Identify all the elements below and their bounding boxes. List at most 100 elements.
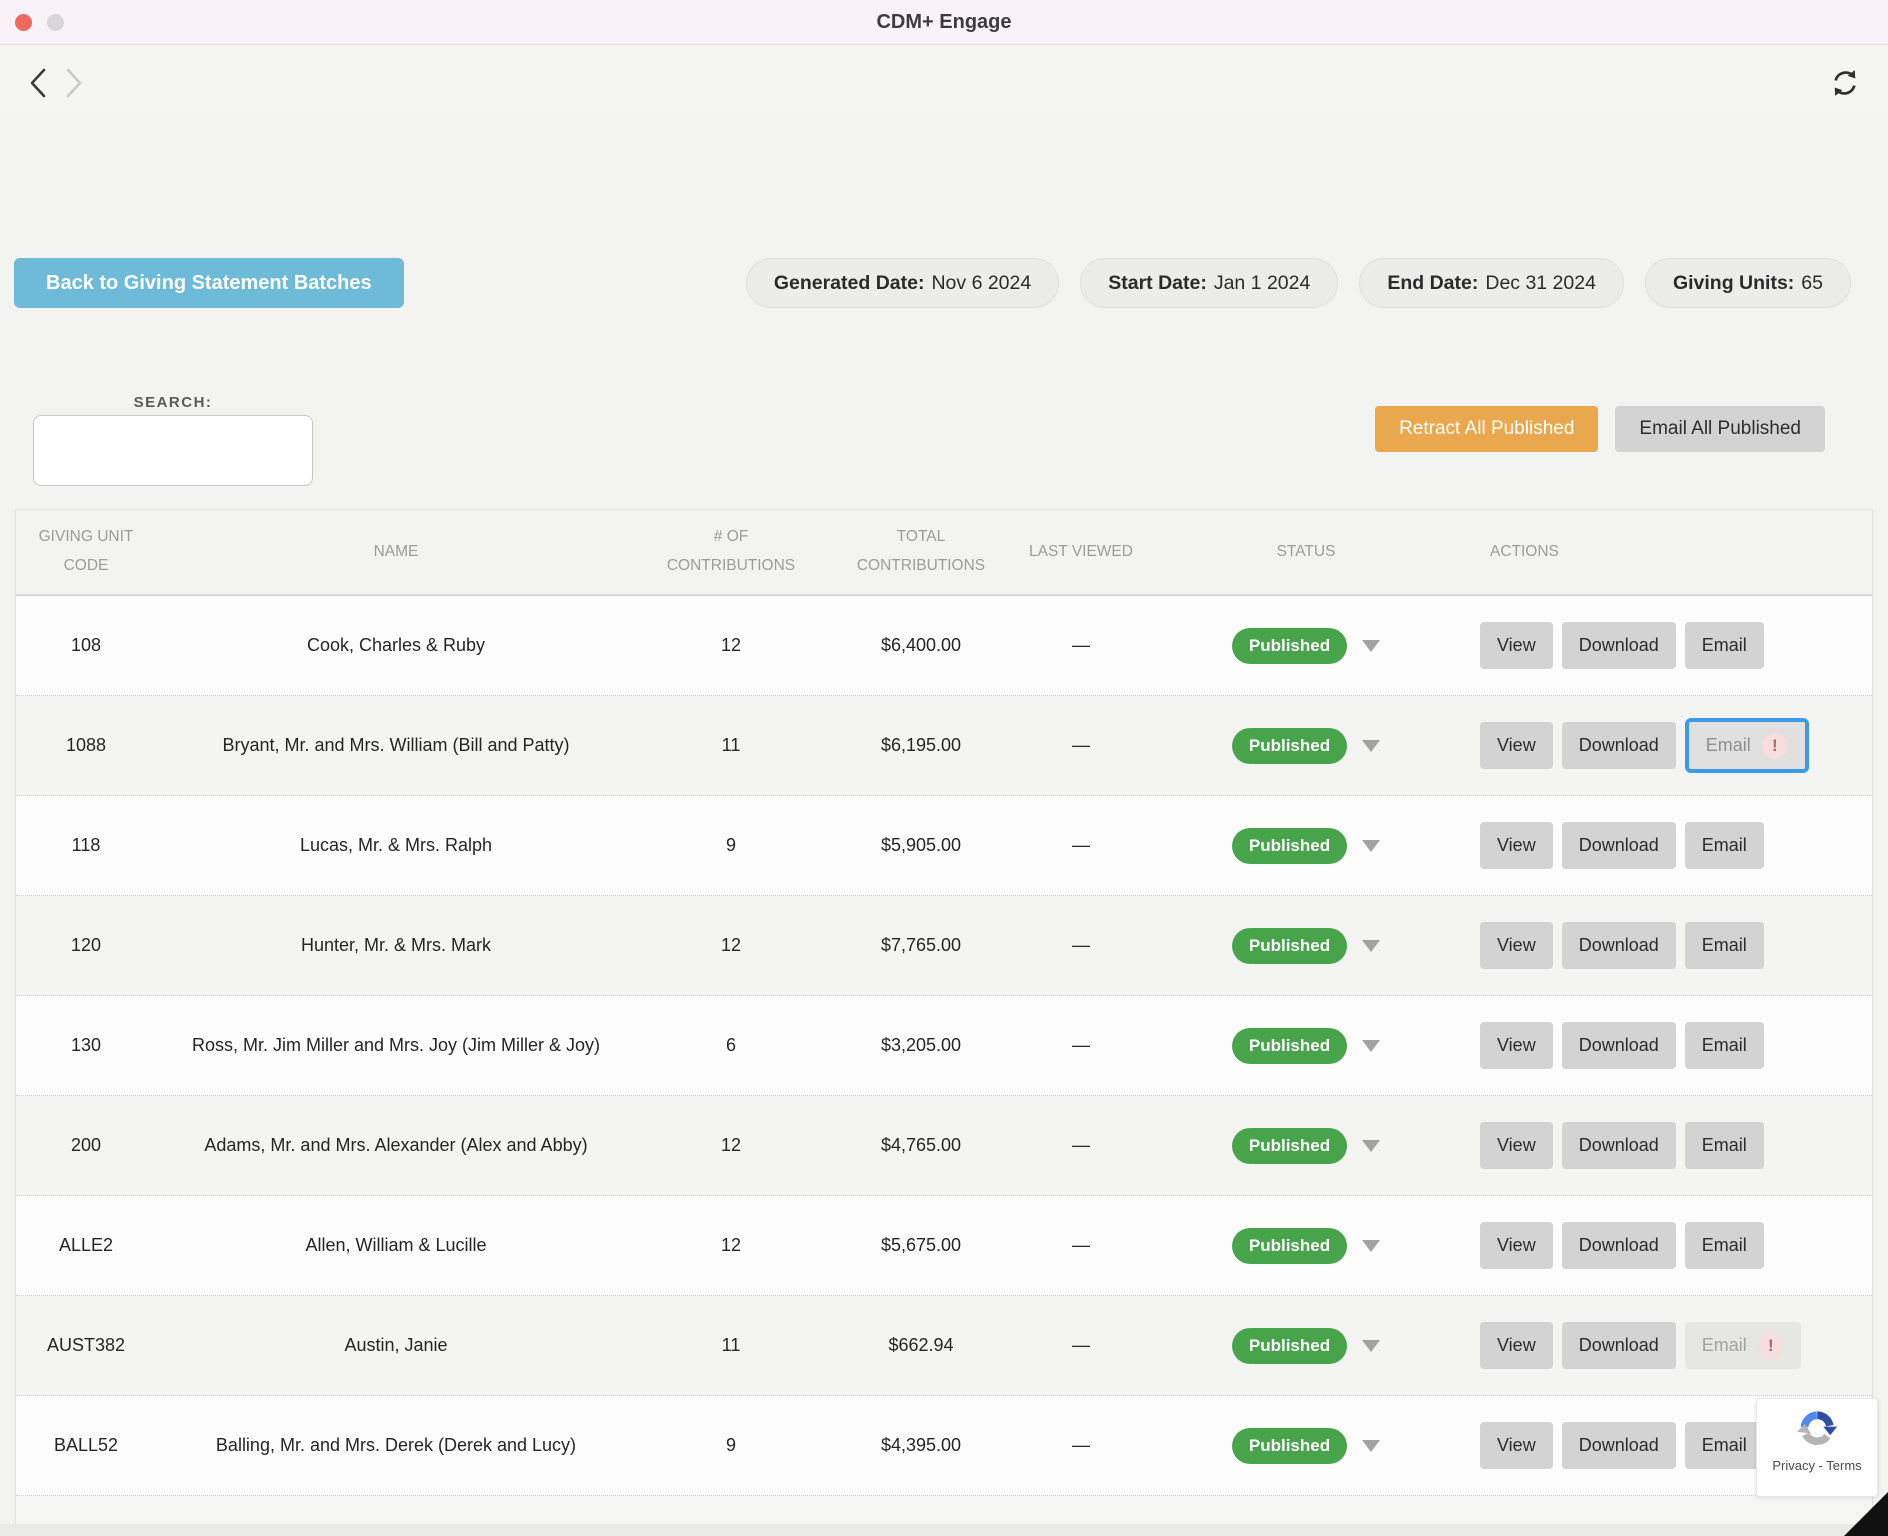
window-titlebar: CDM+ Engage [0, 0, 1888, 45]
cell-name: Allen, William & Lucille [305, 1235, 487, 1255]
status-badge[interactable]: Published [1231, 727, 1348, 764]
cell-total-contributions: $3,205.00 [880, 1035, 962, 1055]
table-row: ALLE2 Allen, William & Lucille 12 $5,675… [16, 1196, 1872, 1296]
download-button[interactable]: Download [1561, 1222, 1676, 1269]
cell-status: Published [1146, 727, 1466, 764]
back-to-batches-button[interactable]: Back to Giving Statement Batches [14, 258, 404, 308]
cell-num-contributions: 12 [720, 1235, 742, 1255]
status-badge[interactable]: Published [1231, 827, 1348, 864]
header-status: STATUS [1276, 542, 1336, 560]
email-button-label: Email [1701, 1135, 1747, 1155]
download-button[interactable]: Download [1561, 1022, 1676, 1069]
partial-next-row [16, 1496, 1872, 1525]
status-dropdown-caret-icon[interactable] [1362, 739, 1381, 752]
email-button[interactable]: Email [1684, 622, 1764, 669]
generated-date-label: Generated Date: [773, 271, 925, 294]
back-arrow-icon[interactable] [26, 66, 52, 100]
download-button[interactable]: Download [1561, 1422, 1676, 1469]
download-button[interactable]: Download [1561, 822, 1676, 869]
email-button[interactable]: Email [1684, 1022, 1764, 1069]
search-label: SEARCH: [133, 394, 213, 411]
status-badge[interactable]: Published [1231, 627, 1348, 664]
cell-actions: View Download Email [1466, 1222, 1872, 1269]
window-title: CDM+ Engage [876, 11, 1012, 33]
email-button[interactable]: Email ! [1684, 1322, 1801, 1369]
window-resize-corner[interactable] [1844, 1492, 1888, 1536]
status-badge[interactable]: Published [1231, 927, 1348, 964]
email-button[interactable]: Email ! [1688, 722, 1805, 769]
status-dropdown-caret-icon[interactable] [1362, 1239, 1381, 1252]
status-dropdown-caret-icon[interactable] [1362, 939, 1381, 952]
cell-giving-unit-code: BALL52 [53, 1435, 119, 1455]
email-button[interactable]: Email [1684, 1122, 1764, 1169]
status-dropdown-caret-icon[interactable] [1362, 1439, 1381, 1452]
cell-name: Lucas, Mr. & Mrs. Ralph [299, 835, 493, 855]
view-button[interactable]: View [1480, 822, 1553, 869]
download-button[interactable]: Download [1561, 1322, 1676, 1369]
recaptcha-privacy-terms[interactable]: Privacy - Terms [1772, 1458, 1862, 1473]
view-button[interactable]: View [1480, 622, 1553, 669]
email-button-label: Email [1701, 635, 1747, 655]
search-input[interactable] [33, 415, 313, 486]
status-dropdown-caret-icon[interactable] [1362, 1339, 1381, 1352]
minimize-window-button[interactable] [47, 14, 64, 31]
statements-table: GIVING UNIT CODE NAME # OF CONTRIBUTIONS… [15, 509, 1873, 1525]
view-button[interactable]: View [1480, 1022, 1553, 1069]
email-button-wrap: Email [1684, 922, 1764, 969]
download-button[interactable]: Download [1561, 922, 1676, 969]
view-button[interactable]: View [1480, 1422, 1553, 1469]
status-badge[interactable]: Published [1231, 1027, 1348, 1064]
cell-total-contributions: $662.94 [888, 1335, 954, 1355]
header-contributions: # OF CONTRIBUTIONS [666, 528, 796, 574]
forward-arrow-icon[interactable] [60, 66, 86, 100]
cell-actions: View Download Email [1466, 1022, 1872, 1069]
cell-total-contributions: $5,905.00 [880, 835, 962, 855]
download-button[interactable]: Download [1561, 1122, 1676, 1169]
status-badge[interactable]: Published [1231, 1327, 1348, 1364]
table-header: GIVING UNIT CODE NAME # OF CONTRIBUTIONS… [16, 510, 1872, 596]
retract-all-published-button[interactable]: Retract All Published [1375, 406, 1599, 452]
view-button[interactable]: View [1480, 1222, 1553, 1269]
status-badge[interactable]: Published [1231, 1427, 1348, 1464]
cell-status: Published [1146, 627, 1466, 664]
refresh-icon[interactable] [1828, 66, 1862, 100]
cell-giving-unit-code: 200 [70, 1135, 102, 1155]
status-dropdown-caret-icon[interactable] [1362, 1139, 1381, 1152]
download-button[interactable]: Download [1561, 722, 1676, 769]
cell-total-contributions: $6,195.00 [880, 735, 962, 755]
close-window-button[interactable] [15, 14, 32, 31]
cell-last-viewed: — [1072, 1435, 1090, 1455]
cell-actions: View Download Email [1466, 1422, 1872, 1469]
status-badge[interactable]: Published [1231, 1127, 1348, 1164]
cell-total-contributions: $4,395.00 [880, 1435, 962, 1455]
table-row: 118 Lucas, Mr. & Mrs. Ralph 9 $5,905.00 … [16, 796, 1872, 896]
status-badge[interactable]: Published [1231, 1227, 1348, 1264]
email-button[interactable]: Email [1684, 1222, 1764, 1269]
view-button[interactable]: View [1480, 1322, 1553, 1369]
status-dropdown-caret-icon[interactable] [1362, 1039, 1381, 1052]
email-all-published-button[interactable]: Email All Published [1615, 406, 1825, 452]
view-button[interactable]: View [1480, 722, 1553, 769]
cell-name: Ross, Mr. Jim Miller and Mrs. Joy (Jim M… [191, 1035, 601, 1055]
email-button[interactable]: Email [1684, 1422, 1764, 1469]
cell-last-viewed: — [1072, 1235, 1090, 1255]
cell-giving-unit-code: 118 [71, 835, 101, 855]
view-button[interactable]: View [1480, 922, 1553, 969]
status-dropdown-caret-icon[interactable] [1362, 639, 1381, 652]
cell-giving-unit-code: 120 [70, 935, 102, 955]
cell-name: Balling, Mr. and Mrs. Derek (Derek and L… [215, 1435, 577, 1455]
cell-status: Published [1146, 1027, 1466, 1064]
recaptcha-badge[interactable]: Privacy - Terms [1756, 1398, 1878, 1497]
view-button[interactable]: View [1480, 1122, 1553, 1169]
cell-giving-unit-code: 1088 [65, 735, 107, 755]
table-row: 1088 Bryant, Mr. and Mrs. William (Bill … [16, 696, 1872, 796]
cell-last-viewed: — [1072, 935, 1090, 955]
cell-actions: View Download Email [1466, 822, 1872, 869]
giving-units-pill: Giving Units: 65 [1644, 258, 1851, 308]
email-button[interactable]: Email [1684, 922, 1764, 969]
cell-actions: View Download Email ! [1466, 718, 1872, 773]
status-dropdown-caret-icon[interactable] [1362, 839, 1381, 852]
download-button[interactable]: Download [1561, 622, 1676, 669]
email-button[interactable]: Email [1684, 822, 1764, 869]
cell-total-contributions: $7,765.00 [880, 935, 962, 955]
